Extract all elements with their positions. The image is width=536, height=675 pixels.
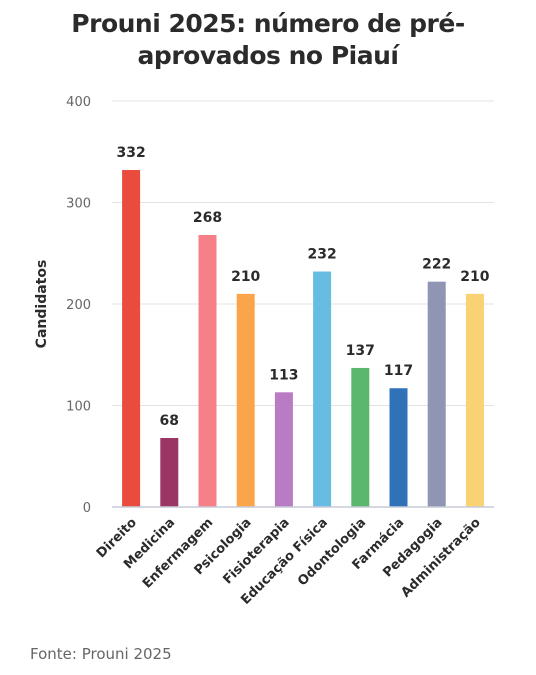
bar-enfermagem	[198, 234, 217, 508]
y-tick-label: 0	[83, 501, 91, 516]
data-label: 117	[384, 363, 413, 379]
data-label: 210	[231, 269, 260, 285]
bar-medicina	[160, 437, 179, 507]
y-axis-ticks: 0 100 200 300 400	[66, 95, 91, 516]
source-note: Fonte: Prouni 2025	[30, 645, 172, 663]
y-tick-label: 300	[66, 197, 91, 212]
y-tick-label: 100	[66, 400, 91, 415]
data-label: 332	[116, 145, 145, 161]
category-label: Fisioterapia	[220, 515, 292, 587]
data-label: 137	[346, 343, 375, 359]
chart-title-line-1: Prouni 2025: número de pré-	[71, 9, 465, 38]
data-label: 268	[193, 210, 222, 226]
bar-farmácia	[389, 388, 408, 507]
bar-direito	[122, 170, 141, 507]
data-label: 232	[307, 247, 336, 263]
data-labels: 332 68 268 210 113 232 137 117 222 210	[116, 145, 489, 429]
y-tick-label: 400	[66, 95, 91, 110]
data-label: 68	[160, 413, 179, 429]
bar-chart: 0 100 200 300 400 Candidatos 332 68 268 210 113 2…	[34, 95, 494, 608]
bar-administração	[465, 293, 484, 507]
y-axis-title: Candidatos	[34, 260, 50, 349]
data-label: 113	[269, 367, 298, 383]
bar-odontologia	[351, 367, 370, 507]
data-label: 210	[460, 269, 489, 285]
chart-title-line-2: aprovados no Piauí	[137, 41, 399, 70]
y-tick-label: 200	[66, 298, 91, 313]
bar-educação-física	[313, 271, 332, 507]
bar-fisioterapia	[274, 392, 293, 507]
data-label: 222	[422, 257, 451, 273]
bar-pedagogia	[427, 281, 446, 507]
category-labels: DireitoMedicinaEnfermagemPsicologiaFisio…	[94, 515, 484, 608]
category-label: Odontologia	[295, 515, 369, 589]
chart-title: Prouni 2025: número de pré- aprovados no…	[0, 8, 536, 72]
bar-psicologia	[236, 293, 255, 507]
bars	[122, 170, 484, 508]
